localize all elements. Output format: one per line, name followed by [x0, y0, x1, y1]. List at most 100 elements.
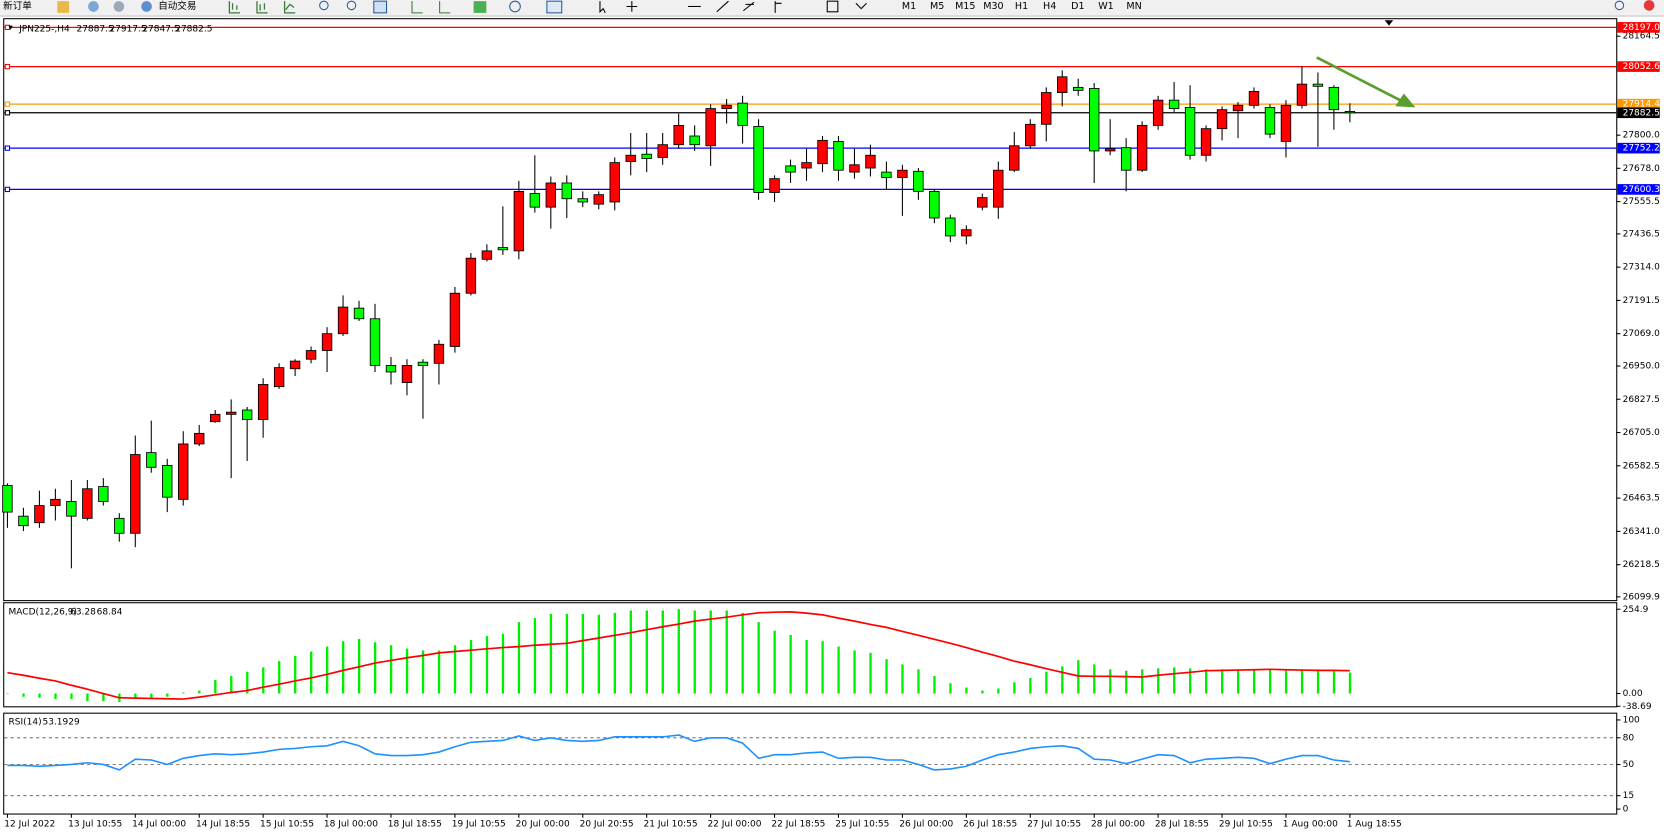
tile-button[interactable] — [373, 0, 388, 14]
y-tick-label: -38.69 — [1623, 702, 1652, 712]
timeframe-button[interactable]: M5 — [930, 1, 944, 12]
candle-body — [1088, 88, 1100, 152]
zoom-out-button[interactable] — [346, 0, 357, 11]
toolbar-bg — [0, 0, 1664, 17]
macd-bar — [38, 693, 41, 698]
candle-body — [1344, 110, 1356, 114]
x-tick-label: 26 Jul 00:00 — [899, 820, 953, 830]
candle-body — [993, 169, 1004, 208]
candle-body — [305, 350, 317, 360]
macd-value: 63.28 — [70, 607, 96, 617]
macd-bar — [853, 650, 856, 694]
signals-icon[interactable] — [113, 1, 125, 12]
y-tick-label: 26582.5 — [1623, 461, 1660, 471]
toolbar: 新订单 自动交易 M1 M5 M15 M30 H1 H4 D1 W1 MN — [0, 0, 1664, 17]
macd-bar — [1220, 669, 1224, 694]
zoom-in-button[interactable] — [319, 0, 329, 11]
candle-body — [817, 139, 828, 165]
candle-body — [657, 144, 668, 158]
label-button[interactable] — [826, 0, 839, 13]
x-tick-label: 28 Jul 18:55 — [1155, 820, 1209, 830]
timeframe-button[interactable]: W1 — [1098, 1, 1114, 12]
macd-bar — [725, 610, 728, 694]
macd-bar — [741, 612, 744, 694]
autotrade-icon[interactable] — [141, 1, 152, 12]
y-tick-label: 80 — [1623, 733, 1635, 743]
scroll-button[interactable] — [411, 1, 423, 14]
macd-bar — [86, 693, 89, 702]
candle-body — [369, 318, 381, 366]
search-button[interactable] — [1614, 0, 1625, 11]
cursor-button[interactable] — [599, 1, 606, 14]
fibo-button[interactable] — [774, 1, 782, 13]
channel-button[interactable] — [742, 1, 755, 12]
candle-body — [577, 198, 588, 203]
x-tick-label: 21 Jul 10:55 — [644, 820, 698, 830]
candle-body — [1216, 109, 1228, 130]
candle-body — [1200, 128, 1212, 156]
bar-chart-button[interactable] — [228, 1, 240, 14]
arrows-button[interactable] — [855, 2, 867, 10]
periods-button[interactable] — [509, 0, 521, 13]
macd-bar — [981, 690, 984, 694]
timeframe-button[interactable]: H4 — [1043, 1, 1056, 12]
macd-bar — [949, 683, 952, 694]
auto-trading-button[interactable]: 自动交易 — [158, 0, 196, 12]
signal-line — [7, 611, 1350, 700]
macd-bar — [54, 693, 57, 700]
timeframe-button[interactable]: M15 — [955, 1, 975, 12]
trendline-button[interactable] — [716, 0, 729, 13]
templates-button[interactable] — [546, 0, 563, 14]
timeframe-button[interactable]: D1 — [1071, 1, 1084, 12]
price-line-handle — [4, 110, 11, 116]
ohlc-open: 27887.5 — [76, 24, 113, 34]
price-line-handle — [4, 186, 11, 193]
candle-body — [977, 197, 988, 208]
candle-body — [881, 171, 892, 178]
price-line-handle — [4, 101, 11, 107]
timeframe-button[interactable]: H1 — [1015, 1, 1028, 12]
macd-bar — [1125, 670, 1128, 694]
shift-button[interactable] — [439, 1, 451, 14]
macd-bar — [597, 614, 601, 694]
price-tag: 28052.6 — [1623, 62, 1661, 72]
macd-bar — [310, 651, 313, 694]
macd-bar — [1141, 669, 1144, 694]
y-tick-label: 27800.0 — [1623, 131, 1661, 141]
x-tick-label: 20 Jul 00:00 — [516, 820, 570, 830]
candle-body — [865, 154, 876, 169]
new-order-button[interactable]: 新订单 — [3, 0, 32, 12]
candle-body — [1248, 91, 1260, 106]
price-tag-bg — [1617, 98, 1660, 110]
timeframe-button[interactable]: M30 — [983, 1, 1003, 12]
notifications-button[interactable] — [1643, 0, 1655, 11]
macd-bar — [997, 688, 1000, 694]
macd-bar — [773, 630, 776, 694]
candle-body — [1057, 76, 1068, 93]
strategy-icon[interactable] — [57, 1, 70, 13]
indicators-button[interactable] — [473, 1, 487, 13]
candle-chart-button[interactable] — [256, 1, 268, 14]
macd-bar — [693, 610, 696, 694]
candle-body — [337, 306, 349, 335]
macd-bar — [421, 650, 425, 694]
macd-bar — [1173, 667, 1176, 694]
candle-body — [130, 454, 141, 534]
timeframe-button[interactable]: M1 — [902, 1, 916, 12]
price-line-handle — [4, 63, 11, 70]
y-tick-label: 27678.0 — [1623, 164, 1661, 174]
market-icon[interactable] — [88, 1, 99, 12]
crosshair-button[interactable] — [626, 1, 638, 12]
candle-body — [1152, 99, 1164, 126]
y-tick-label: 50 — [1623, 760, 1635, 770]
main-panel — [3, 18, 1618, 602]
timeframe-button[interactable]: MN — [1126, 1, 1141, 12]
line-chart-button[interactable] — [283, 1, 296, 14]
candle-body — [1104, 148, 1116, 152]
y-tick-label: 0 — [1623, 805, 1629, 815]
candle-body — [146, 452, 157, 468]
x-tick-label: 14 Jul 18:55 — [196, 820, 250, 830]
candle-body — [449, 292, 461, 347]
